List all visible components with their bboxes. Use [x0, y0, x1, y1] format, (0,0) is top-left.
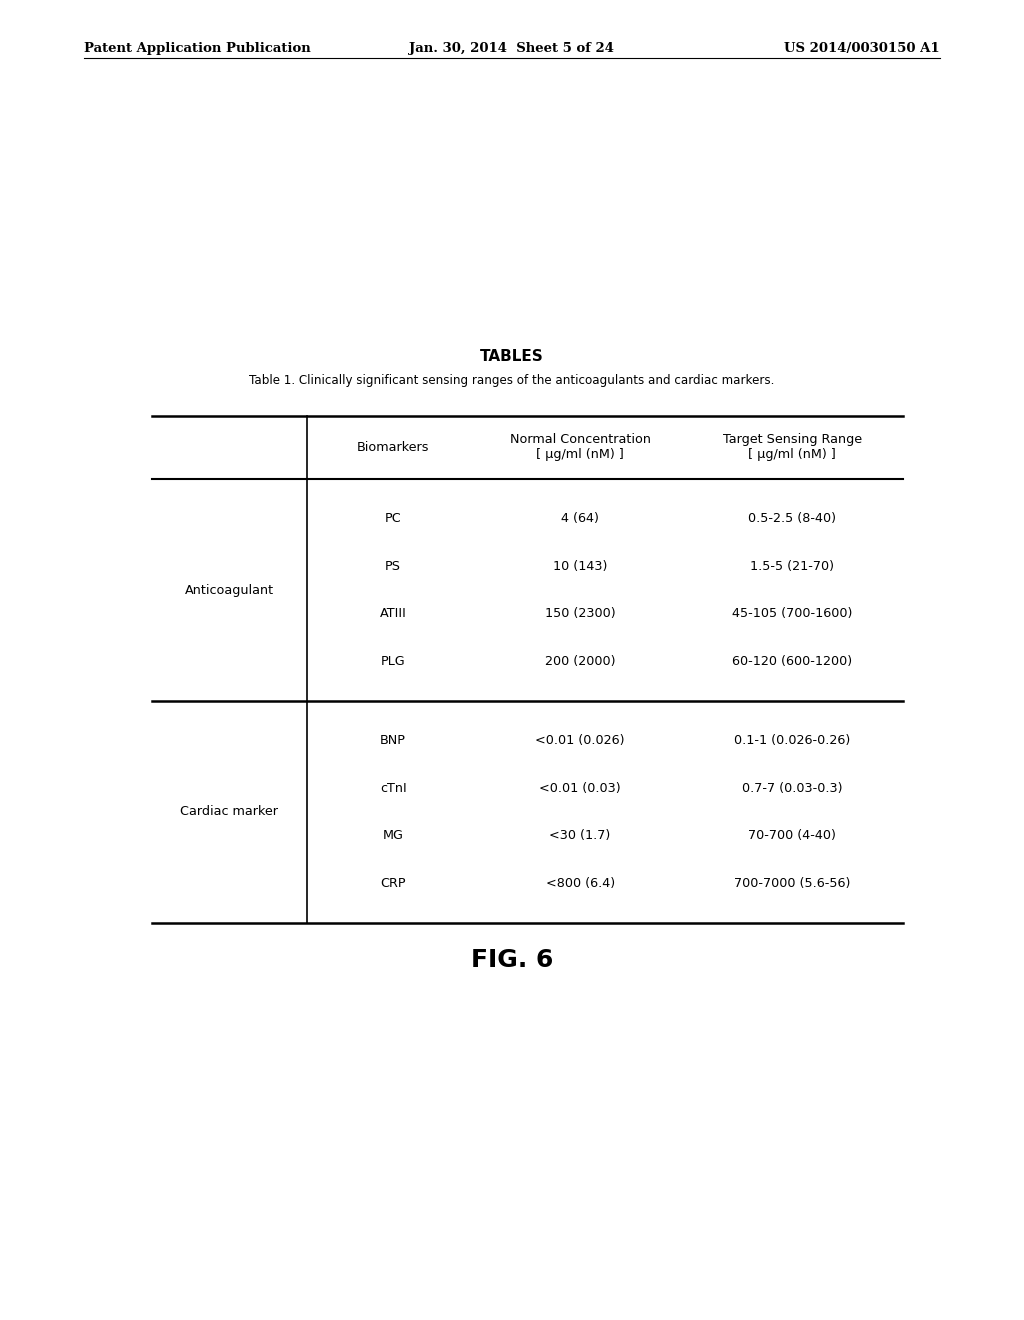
- Text: <800 (6.4): <800 (6.4): [546, 876, 614, 890]
- Text: <0.01 (0.03): <0.01 (0.03): [540, 781, 621, 795]
- Text: 150 (2300): 150 (2300): [545, 607, 615, 620]
- Text: 700-7000 (5.6-56): 700-7000 (5.6-56): [734, 876, 850, 890]
- Text: Biomarkers: Biomarkers: [357, 441, 429, 454]
- Text: ATIII: ATIII: [380, 607, 407, 620]
- Text: Anticoagulant: Anticoagulant: [184, 583, 274, 597]
- Text: Jan. 30, 2014  Sheet 5 of 24: Jan. 30, 2014 Sheet 5 of 24: [410, 42, 614, 55]
- Text: 60-120 (600-1200): 60-120 (600-1200): [732, 655, 852, 668]
- Text: 4 (64): 4 (64): [561, 512, 599, 525]
- Text: CRP: CRP: [380, 876, 407, 890]
- Text: TABLES: TABLES: [480, 348, 544, 364]
- Text: MG: MG: [383, 829, 403, 842]
- Text: Table 1. Clinically significant sensing ranges of the anticoagulants and cardiac: Table 1. Clinically significant sensing …: [249, 374, 775, 387]
- Text: FIG. 6: FIG. 6: [471, 948, 553, 972]
- Text: PLG: PLG: [381, 655, 406, 668]
- Text: Normal Concentration
[ μg/ml (nM) ]: Normal Concentration [ μg/ml (nM) ]: [510, 433, 650, 462]
- Text: 0.7-7 (0.03-0.3): 0.7-7 (0.03-0.3): [741, 781, 843, 795]
- Text: 10 (143): 10 (143): [553, 560, 607, 573]
- Text: Target Sensing Range
[ μg/ml (nM) ]: Target Sensing Range [ μg/ml (nM) ]: [723, 433, 861, 462]
- Text: cTnI: cTnI: [380, 781, 407, 795]
- Text: 1.5-5 (21-70): 1.5-5 (21-70): [750, 560, 835, 573]
- Text: 0.1-1 (0.026-0.26): 0.1-1 (0.026-0.26): [734, 734, 850, 747]
- Text: PC: PC: [385, 512, 401, 525]
- Text: BNP: BNP: [380, 734, 407, 747]
- Text: 0.5-2.5 (8-40): 0.5-2.5 (8-40): [749, 512, 836, 525]
- Text: Patent Application Publication: Patent Application Publication: [84, 42, 310, 55]
- Text: US 2014/0030150 A1: US 2014/0030150 A1: [784, 42, 940, 55]
- Text: 200 (2000): 200 (2000): [545, 655, 615, 668]
- Text: 45-105 (700-1600): 45-105 (700-1600): [732, 607, 852, 620]
- Text: Cardiac marker: Cardiac marker: [180, 805, 279, 818]
- Text: <30 (1.7): <30 (1.7): [550, 829, 610, 842]
- Text: 70-700 (4-40): 70-700 (4-40): [749, 829, 836, 842]
- Text: PS: PS: [385, 560, 401, 573]
- Text: <0.01 (0.026): <0.01 (0.026): [536, 734, 625, 747]
